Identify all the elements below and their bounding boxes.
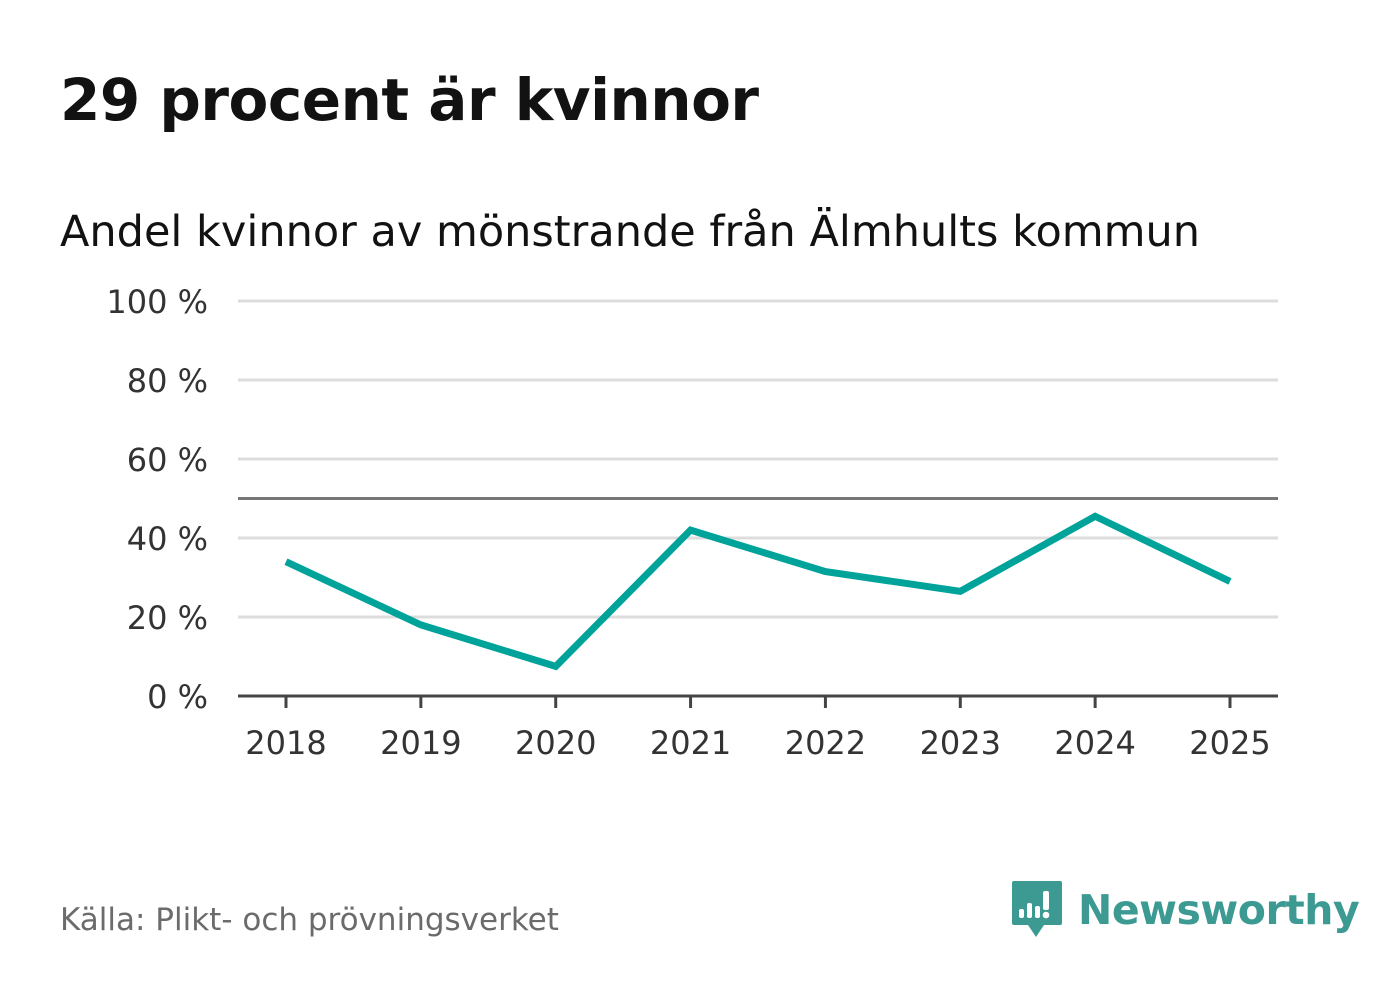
gridlines (238, 299, 1278, 619)
brand-logo: Newsworthy (1010, 878, 1360, 942)
x-tick-label: 2020 (515, 724, 596, 762)
series-line-0 (284, 512, 1232, 671)
x-tick-label: 2021 (650, 724, 731, 762)
x-axis (238, 694, 1278, 708)
x-tick-label: 2019 (380, 724, 461, 762)
y-tick-label: 0 % (147, 678, 208, 716)
x-tick-label: 2023 (920, 724, 1001, 762)
y-tick-label: 60 % (127, 441, 208, 479)
x-tick-label: 2024 (1054, 724, 1135, 762)
y-tick-label: 80 % (127, 362, 208, 400)
y-tick-label: 100 % (106, 283, 208, 321)
brand-name: Newsworthy (1078, 886, 1360, 934)
x-axis-labels: 2018 2019 2020 2021 2022 2023 2024 2025 (245, 724, 1270, 762)
y-tick-label: 40 % (127, 520, 208, 558)
newsworthy-logo-icon (1012, 881, 1062, 937)
y-tick-label: 20 % (127, 599, 208, 637)
chart-title: 29 procent är kvinnor (60, 66, 759, 134)
x-tick-label: 2025 (1189, 724, 1270, 762)
x-tick-label: 2018 (245, 724, 326, 762)
series-group (284, 512, 1232, 671)
y-axis-labels: 0 % 20 % 40 % 60 % 80 % 100 % (106, 283, 208, 716)
source-note: Källa: Plikt- och prövningsverket (60, 902, 559, 938)
chart-subtitle: Andel kvinnor av mönstrande från Älmhult… (60, 207, 1201, 257)
x-tick-label: 2022 (785, 724, 866, 762)
